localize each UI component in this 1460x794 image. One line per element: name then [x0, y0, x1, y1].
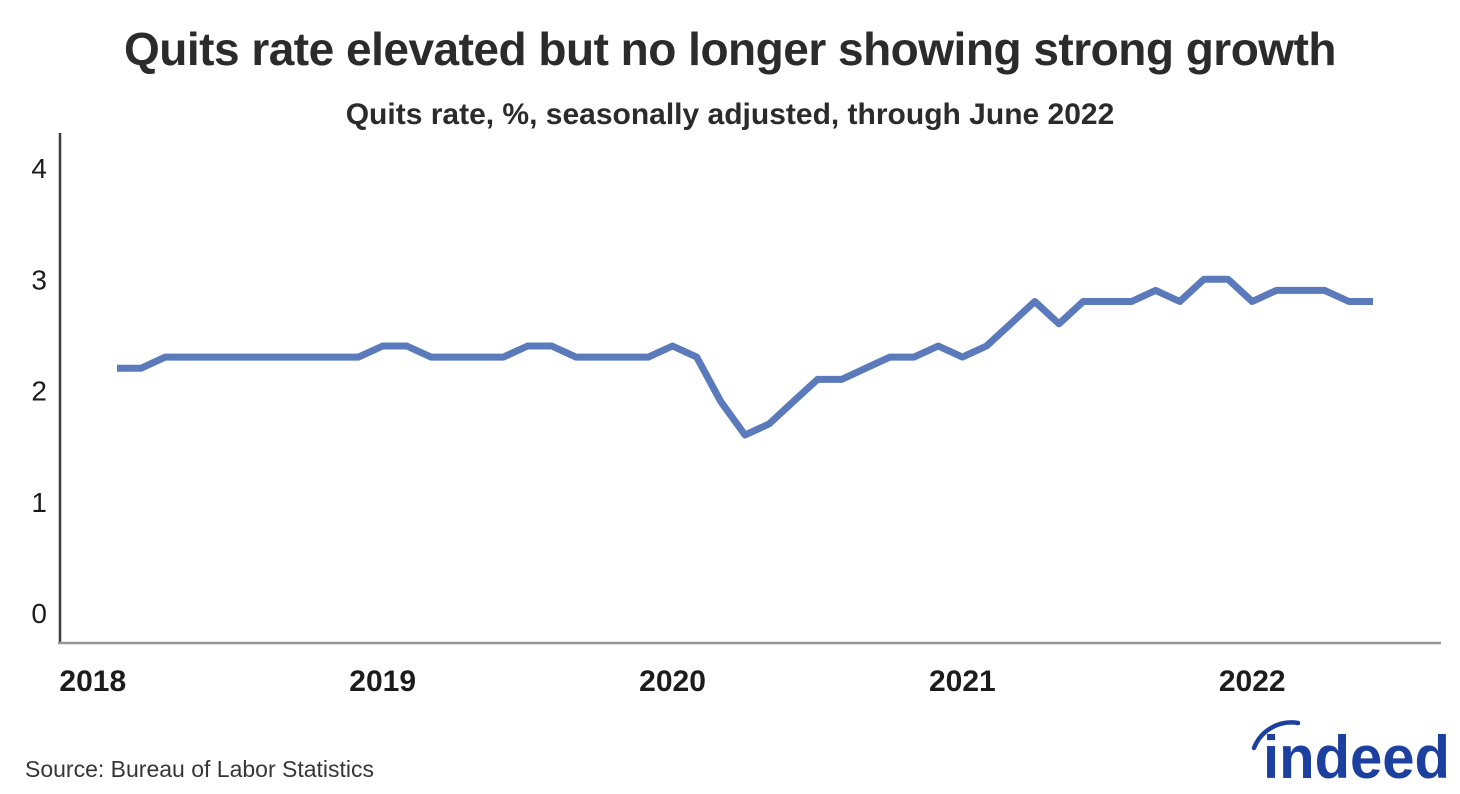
y-tick-label: 2: [31, 376, 47, 407]
quits-rate-line-chart: 0 1 2 3 4 2018 2019 2020 2021 2022: [31, 133, 1441, 698]
chart-title: Quits rate elevated but no longer showin…: [123, 23, 1337, 75]
x-tick-label: 2022: [1219, 665, 1286, 698]
y-tick-label: 0: [31, 598, 47, 629]
chart-subtitle: Quits rate, %, seasonally adjusted, thro…: [345, 98, 1115, 131]
x-tick-label: 2019: [349, 665, 416, 698]
indeed-logo-text: indeed: [1263, 724, 1450, 791]
y-tick-label: 3: [31, 264, 47, 295]
indeed-swoosh-icon: [1251, 720, 1301, 751]
source-note: Source: Bureau of Labor Statistics: [25, 756, 375, 782]
x-tick-label: 2020: [639, 665, 706, 698]
x-tick-label: 2021: [929, 665, 996, 698]
y-tick-label: 1: [31, 487, 47, 518]
y-axis-tick-labels: 0 1 2 3 4: [31, 153, 47, 629]
indeed-logo: indeed: [1251, 720, 1450, 791]
y-tick-label: 4: [31, 153, 47, 184]
x-axis-tick-labels: 2018 2019 2020 2021 2022: [59, 665, 1285, 698]
quits-rate-series-line: [117, 275, 1373, 439]
x-tick-label: 2018: [59, 665, 126, 698]
